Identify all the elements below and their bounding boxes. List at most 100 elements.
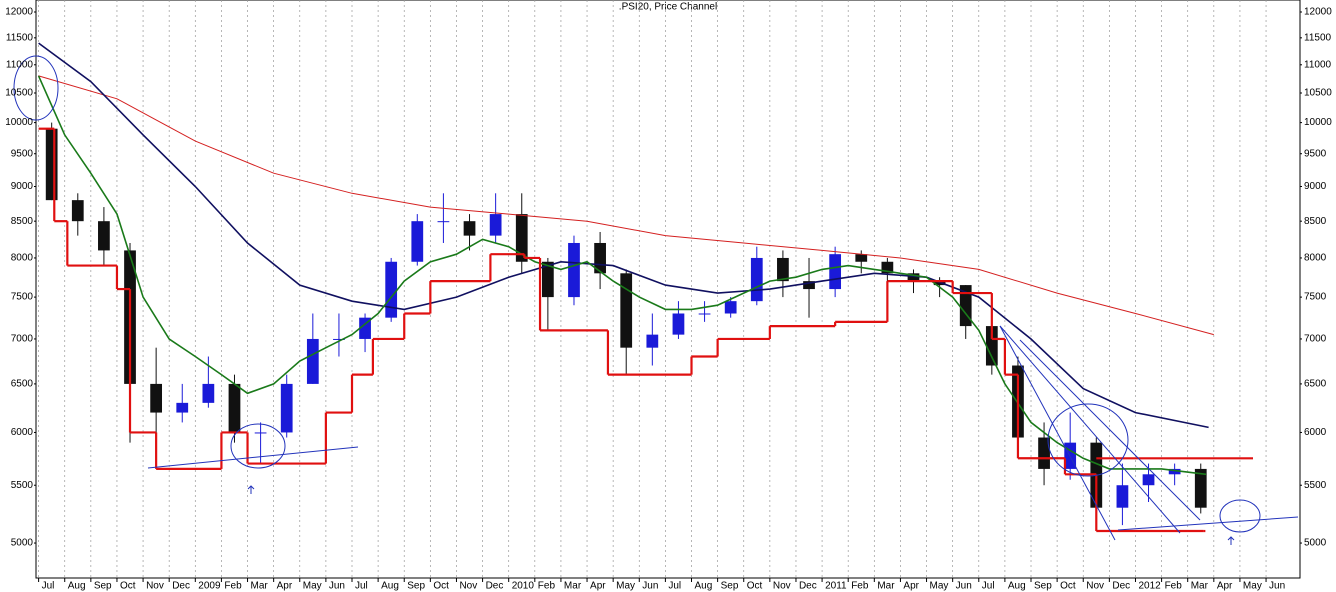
candle-body xyxy=(541,261,554,298)
candle-body xyxy=(1194,468,1207,508)
candle-body xyxy=(907,273,920,282)
y-tick-label: 7500 xyxy=(1304,292,1327,303)
candle-body xyxy=(45,128,58,201)
x-tick-label: Oct xyxy=(120,581,136,592)
x-tick-label: May xyxy=(930,581,949,592)
candle-body xyxy=(489,214,502,236)
trend-line xyxy=(147,446,359,469)
candle-body xyxy=(620,273,633,348)
x-tick-label: Dec xyxy=(1112,581,1130,592)
plot-frame xyxy=(35,0,1301,579)
candle-body xyxy=(594,242,606,274)
x-tick-label: Jun xyxy=(329,581,345,592)
candle-body xyxy=(777,257,789,282)
x-tick-label: Aug xyxy=(68,581,86,592)
y-tick-label: 11500 xyxy=(1304,32,1332,43)
candle-body xyxy=(698,313,711,315)
x-tick-label: Mar xyxy=(1191,581,1209,592)
x-tick-label: Apr xyxy=(590,581,606,592)
x-tick-label: May xyxy=(616,581,635,592)
y-tick-label: 11500 xyxy=(6,32,34,43)
y-tick-label: 9500 xyxy=(11,148,34,159)
x-tick-label: Oct xyxy=(1060,581,1076,592)
candle-body xyxy=(254,432,267,434)
y-tick-label: 7000 xyxy=(1304,334,1327,345)
x-tick-label: Sep xyxy=(94,581,112,592)
x-tick-label: Jun xyxy=(956,581,972,592)
x-tick-label: Oct xyxy=(433,581,449,592)
y-tick-label: 6000 xyxy=(1304,427,1327,438)
y-tick-label: 7500 xyxy=(11,292,34,303)
candle-body xyxy=(463,221,476,236)
x-tick-label: Feb xyxy=(1165,581,1183,592)
y-tick-label: 10000 xyxy=(1304,117,1332,128)
x-tick-label: Dec xyxy=(799,581,817,592)
x-tick-label: 2012 xyxy=(1138,581,1161,592)
x-tick-label: Aug xyxy=(381,581,399,592)
y-tick-label: 9000 xyxy=(11,181,34,192)
y-tick-label: 5500 xyxy=(11,480,34,491)
x-tick-label: Feb xyxy=(851,581,869,592)
x-tick-label: Oct xyxy=(747,581,763,592)
x-tick-label: Jul xyxy=(982,581,995,592)
x-tick-label: Jun xyxy=(1269,581,1285,592)
candle-body xyxy=(985,326,998,366)
y-tick-label: 5000 xyxy=(1304,538,1327,549)
x-tick-label: Nov xyxy=(1086,581,1104,592)
x-tick-label: Nov xyxy=(773,581,791,592)
candle-body xyxy=(855,254,868,262)
trend-line xyxy=(999,325,1116,541)
candle-body xyxy=(803,281,815,290)
candle-body xyxy=(1038,437,1050,469)
y-tick-label: 8000 xyxy=(1304,253,1327,264)
candle-body xyxy=(71,200,84,222)
y-tick-label: 5500 xyxy=(1304,480,1327,491)
series-line xyxy=(37,75,1207,476)
candle-body xyxy=(829,254,842,290)
x-tick-label: Apr xyxy=(903,581,919,592)
candle-body xyxy=(98,221,110,251)
candle-body xyxy=(202,383,215,403)
candle-body xyxy=(1142,474,1155,486)
trend-line xyxy=(1019,339,1201,521)
candle-body xyxy=(515,214,528,262)
plot-layer xyxy=(37,0,1267,578)
y-tick-label: 6500 xyxy=(11,379,34,390)
x-tick-label: Apr xyxy=(1217,581,1233,592)
candle-body xyxy=(1116,485,1129,508)
x-tick-label: Apr xyxy=(277,581,293,592)
x-tick-label: Mar xyxy=(564,581,582,592)
x-tick-label: Aug xyxy=(1008,581,1026,592)
trend-line xyxy=(999,325,1181,534)
x-tick-label: 2011 xyxy=(825,581,847,592)
x-tick-label: Sep xyxy=(1034,581,1052,592)
x-tick-label: Feb xyxy=(224,581,242,592)
annotation-circle xyxy=(1047,403,1129,477)
candle-body xyxy=(359,317,371,339)
x-tick-label: Aug xyxy=(695,581,713,592)
trend-line xyxy=(1117,516,1299,531)
x-tick-label: Jun xyxy=(642,581,658,592)
candle-body xyxy=(280,383,293,433)
y-tick-label: 9000 xyxy=(1304,181,1327,192)
x-tick-label: 2010 xyxy=(512,581,535,592)
y-tick-label: 10500 xyxy=(5,88,33,99)
candle-body xyxy=(437,221,450,223)
y-tick-label: 11000 xyxy=(1304,59,1332,70)
x-tick-label: Jul xyxy=(355,581,368,592)
y-tick-label: 8000 xyxy=(11,253,34,264)
y-tick-label: 12000 xyxy=(5,7,33,18)
annotations xyxy=(13,55,1299,545)
series-line xyxy=(38,75,1214,336)
chart-title: .PSI20, Price Channel xyxy=(619,2,717,13)
candle-body xyxy=(959,285,972,327)
candle-body xyxy=(385,261,398,318)
x-tick-label: Nov xyxy=(459,581,477,592)
x-tick-label: Sep xyxy=(721,581,739,592)
arrow xyxy=(1227,536,1235,545)
candle-body xyxy=(228,383,241,433)
y-tick-label: 8500 xyxy=(1304,216,1327,227)
series-line xyxy=(38,42,1209,429)
x-tick-label: Mar xyxy=(877,581,895,592)
y-tick-label: 8500 xyxy=(11,216,34,227)
